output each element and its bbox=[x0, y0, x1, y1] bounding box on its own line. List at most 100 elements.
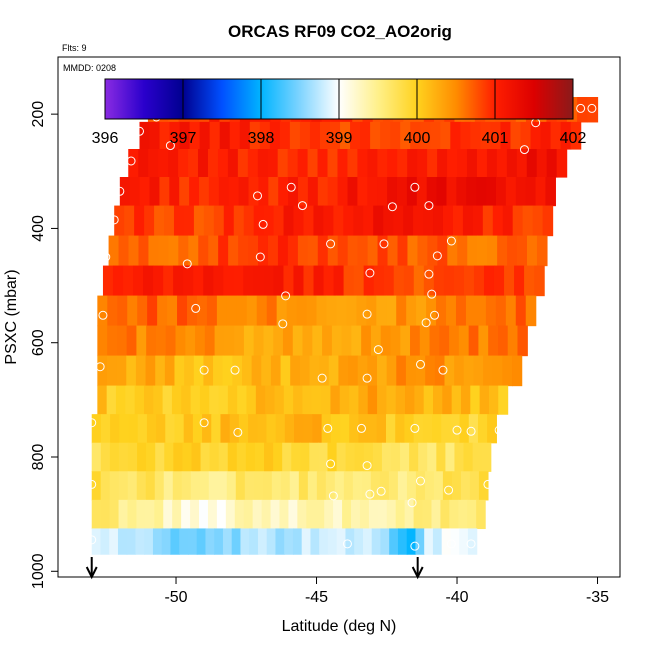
curtain-cell bbox=[158, 235, 169, 267]
flight-point bbox=[376, 486, 386, 496]
curtain-cell bbox=[393, 265, 405, 297]
curtain-cell bbox=[515, 295, 527, 327]
flight-point bbox=[323, 423, 333, 433]
curtain-cell bbox=[143, 385, 154, 415]
x-tick-label: -50 bbox=[164, 589, 187, 606]
curtain-cell bbox=[343, 205, 354, 237]
curtain-cell bbox=[107, 325, 118, 357]
flight-point bbox=[165, 141, 175, 151]
curtain-cell bbox=[426, 177, 438, 207]
colorbar-tick-label: 398 bbox=[248, 130, 275, 147]
curtain-cell bbox=[389, 528, 399, 555]
curtain-cell bbox=[91, 471, 102, 501]
curtain-cell bbox=[216, 295, 228, 327]
curtain-cell bbox=[249, 528, 259, 555]
curtain-cell bbox=[127, 499, 138, 530]
curtain-cell bbox=[337, 149, 349, 178]
curtain-cell bbox=[426, 295, 437, 327]
curtain-cell bbox=[238, 177, 250, 207]
curtain-cell bbox=[226, 471, 237, 501]
curtain-cell bbox=[182, 442, 193, 472]
curtain-cell bbox=[351, 499, 361, 530]
flight-point bbox=[286, 182, 296, 192]
curtain-cell bbox=[517, 325, 528, 357]
curtain-cell bbox=[137, 295, 148, 327]
flight-point bbox=[373, 345, 383, 355]
profile-markers bbox=[85, 557, 424, 580]
curtain-cell bbox=[168, 149, 179, 178]
curtain-cell bbox=[476, 149, 488, 178]
curtain-cell bbox=[282, 325, 294, 357]
curtain-cell bbox=[396, 355, 407, 387]
curtain-cell bbox=[241, 355, 253, 387]
curtain-cell bbox=[483, 355, 494, 387]
curtain-cell bbox=[507, 325, 519, 357]
curtain-cell bbox=[97, 325, 108, 357]
curtain-cell bbox=[196, 528, 207, 555]
curtain-cell bbox=[288, 499, 298, 530]
curtain-cell bbox=[277, 149, 289, 178]
curtain-cell bbox=[380, 528, 390, 555]
curtain-cell bbox=[199, 471, 210, 501]
colorbar-tick-label: 401 bbox=[482, 130, 509, 147]
curtain-cell bbox=[267, 235, 279, 267]
curtain-cell bbox=[372, 442, 383, 472]
curtain-cell bbox=[289, 121, 301, 150]
curtain-cell bbox=[310, 528, 320, 555]
curtain-cell bbox=[353, 265, 365, 297]
curtain-cell bbox=[207, 149, 219, 178]
curtain-cell bbox=[423, 385, 434, 415]
curtain-cell bbox=[148, 149, 159, 178]
colorbar-frame bbox=[104, 78, 574, 120]
curtain-cell bbox=[293, 265, 305, 297]
curtain-cell bbox=[116, 355, 127, 387]
curtain-cell bbox=[492, 205, 504, 237]
curtain-cell bbox=[404, 499, 415, 530]
curtain-cell bbox=[246, 295, 258, 327]
curtain-cell bbox=[218, 385, 229, 415]
curtain-cell bbox=[117, 528, 128, 555]
curtain-cell bbox=[313, 265, 325, 297]
curtain-cell bbox=[458, 325, 470, 357]
curtain-cell bbox=[383, 205, 394, 237]
curtain-cell bbox=[249, 121, 261, 150]
curtain-cell bbox=[248, 414, 258, 444]
curtain-cell bbox=[270, 355, 282, 387]
curtain-cell bbox=[244, 471, 255, 501]
curtain-cell bbox=[415, 528, 425, 555]
curtain-cell bbox=[146, 414, 157, 444]
curtain-cell bbox=[297, 149, 309, 178]
x-tick-label: -40 bbox=[445, 589, 468, 606]
curtain-cell bbox=[287, 235, 299, 267]
curtain-cell bbox=[418, 442, 428, 472]
y-tick-label: 600 bbox=[30, 329, 47, 356]
curtain-cell bbox=[163, 499, 173, 530]
curtain-cell bbox=[493, 265, 505, 297]
curtain-cell bbox=[496, 149, 508, 178]
curtain-cell bbox=[223, 265, 234, 297]
curtain-cell bbox=[512, 205, 524, 237]
curtain-cell bbox=[359, 499, 370, 530]
curtain-cell bbox=[317, 177, 329, 207]
curtain-cell bbox=[458, 499, 468, 530]
curtain-cell bbox=[506, 149, 518, 178]
y-tick-label: 800 bbox=[30, 444, 47, 471]
curtain-cell bbox=[313, 205, 325, 237]
curtain-cell bbox=[128, 414, 139, 444]
curtain-cell bbox=[154, 205, 165, 237]
curtain-cell bbox=[257, 149, 269, 178]
curtain-cell bbox=[233, 205, 245, 237]
curtain-cell bbox=[114, 205, 125, 237]
curtain-cell bbox=[273, 265, 285, 297]
curtain-cell bbox=[309, 355, 320, 387]
curtain-cell bbox=[292, 528, 303, 555]
flight-point bbox=[444, 485, 454, 495]
curtain-cell bbox=[164, 355, 176, 387]
curtain-cell bbox=[386, 355, 397, 387]
curtain-cell bbox=[189, 121, 201, 150]
curtain-cell bbox=[109, 442, 120, 472]
curtain-cell bbox=[236, 442, 247, 472]
curtain-cell bbox=[253, 325, 265, 357]
curtain-cell bbox=[416, 177, 428, 207]
curtain-cell bbox=[454, 442, 465, 472]
